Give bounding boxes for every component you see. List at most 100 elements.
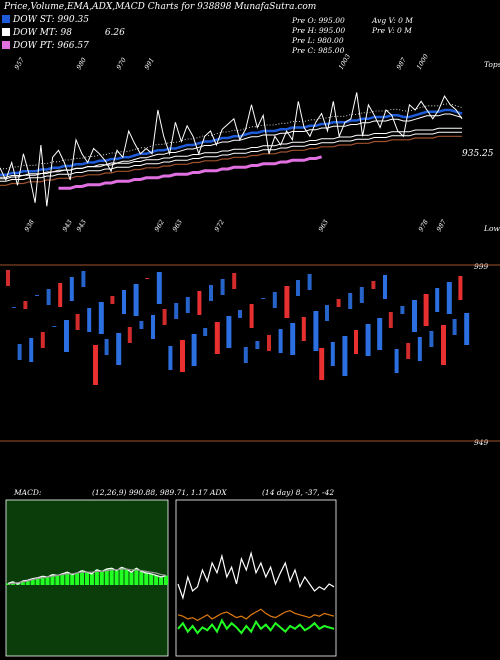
volume-bar (23, 301, 28, 309)
last-price-label: 935.25 (462, 149, 494, 159)
bottom-tick-label: 943 (75, 218, 88, 233)
volume-bar (261, 298, 266, 299)
volume-bar (133, 284, 139, 316)
volume-bar (429, 331, 434, 347)
ema-long-line (0, 135, 462, 186)
volume-bar (301, 317, 306, 341)
volume-bar (255, 341, 260, 349)
info-pre-high: Pre H: 995.00 (292, 26, 346, 35)
bottom-tick-label: 943 (61, 218, 74, 233)
bottom-tick-label: 978 (417, 218, 430, 233)
volume-bar (296, 280, 300, 296)
price-line (0, 92, 463, 207)
volume-bar (11, 307, 16, 308)
volume-bar (64, 320, 69, 352)
macd-histogram-bar (109, 568, 114, 585)
volume-bar (93, 345, 98, 385)
volume-bar (122, 290, 126, 314)
volume-bar (209, 285, 213, 301)
volume-bar (81, 271, 86, 287)
legend-label: DOW PT: 966.57 (13, 41, 89, 51)
top-tick-label: 957 (13, 56, 27, 71)
macd-histogram-bar (99, 571, 104, 585)
info-pre-close: Pre C: 985.00 (292, 46, 345, 55)
macd-histogram-bar (114, 570, 119, 585)
macd-histogram-bar (139, 571, 144, 585)
volume-bar (325, 305, 329, 321)
label-lows: Lows (484, 224, 500, 233)
macd-histogram-bar (30, 578, 35, 585)
macd-params: (12,26,9) 990.88, 989.71, 1.17 ADX (92, 488, 227, 497)
volume-bar (435, 288, 440, 312)
volume-bar (452, 319, 457, 335)
volume-bar (278, 329, 283, 353)
top-tick-label: 1000 (415, 53, 430, 71)
macd-histogram-bar (60, 573, 65, 585)
volume-bar (388, 312, 393, 328)
volume-bar (156, 272, 162, 304)
volume-bar (127, 327, 132, 343)
volume-bar (58, 283, 63, 307)
macd-histogram-bar (35, 577, 40, 585)
bottom-tick-label: 938 (23, 218, 36, 233)
legend-swatch (2, 15, 10, 23)
volume-bar (243, 347, 248, 363)
volume-bar (69, 277, 74, 301)
legend-swatch (2, 41, 10, 49)
volume-bar (342, 336, 348, 376)
macd-histogram-bar (89, 573, 94, 585)
bottom-tick-label: 963 (171, 218, 184, 233)
volume-bar (116, 333, 122, 365)
adx-line (177, 608, 335, 622)
macd-histogram-bar (45, 577, 50, 585)
info-pre-volume: Pre V: 0 M (372, 26, 412, 35)
macd-histogram-bar (80, 570, 85, 585)
volume-bar (174, 303, 179, 319)
volume-bar (365, 324, 371, 356)
legend-dow-pt: DOW PT: 966.57 (2, 41, 89, 51)
volume-bar (52, 326, 57, 327)
bottom-tick-label: 987 (435, 218, 449, 233)
volume-bar (330, 342, 335, 366)
macd-histogram-bar (40, 576, 45, 585)
envelope-line (0, 103, 463, 170)
bottom-tick-label: 963 (317, 218, 330, 233)
volume-bar (446, 282, 452, 314)
volume-bar (394, 349, 399, 373)
volume-bar (406, 343, 411, 359)
volume-bar (458, 276, 463, 300)
volume-bar (145, 278, 150, 279)
volume-bar (417, 337, 422, 361)
volume-bar (151, 315, 155, 339)
volume-bar (162, 309, 167, 325)
macd-histogram-bar (144, 573, 149, 585)
macd-histogram-bar (149, 573, 154, 585)
volume-bar (400, 306, 405, 314)
macd-histogram-bar (20, 581, 25, 585)
macd-histogram-bar (104, 569, 109, 585)
macd-histogram-bar (124, 569, 129, 585)
volume-bar (354, 330, 358, 354)
volume-bar (29, 338, 34, 362)
volume-bar (319, 348, 325, 380)
macd-histogram-bar (164, 575, 168, 585)
bottom-tick-label: 962 (153, 218, 166, 233)
macd-histogram-bar (154, 575, 159, 585)
legend-swatch (2, 28, 10, 36)
top-tick-label: 991 (143, 56, 156, 71)
volume-bar (46, 289, 51, 305)
volume-bar (17, 344, 22, 360)
volume-low-label: 949 (474, 438, 489, 447)
volume-bar (307, 274, 312, 290)
volume-high-label: 999 (474, 262, 489, 271)
macd-histogram-bar (85, 572, 89, 585)
top-tick-label: 1003 (337, 53, 352, 71)
volume-bar (168, 346, 173, 370)
adx-params: (14 day) 8, -37, -42 (262, 488, 335, 497)
top-tick-label: 980 (75, 56, 88, 71)
volume-bar (191, 334, 197, 366)
volume-bar (267, 335, 271, 351)
volume-bar (272, 292, 277, 308)
volume-bar (232, 273, 237, 289)
volume-bar (139, 321, 144, 329)
